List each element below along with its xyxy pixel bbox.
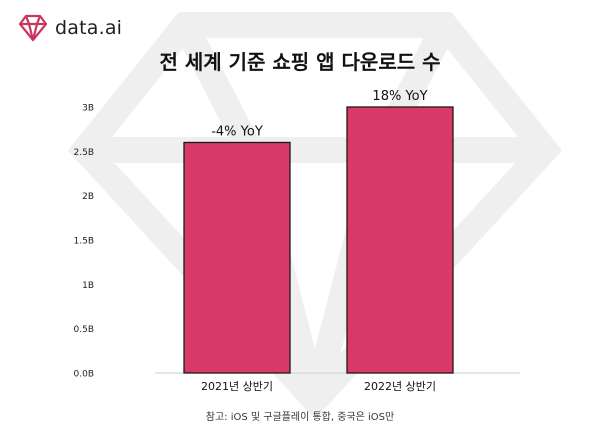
bar: [346, 106, 454, 374]
y-tick-label: 2B: [82, 192, 94, 202]
y-tick-label: 2.5B: [74, 148, 95, 158]
diamond-logo-icon: [18, 14, 48, 42]
y-tick-label: 0.0B: [74, 370, 95, 380]
data-label: 18% YoY: [372, 89, 427, 104]
chart-title: 전 세계 기준 쇼핑 앱 다운로드 수: [159, 50, 441, 74]
x-tick-label: 2021년 상반기: [201, 380, 273, 393]
brand-name: data.ai: [55, 17, 123, 39]
footnote: 참고: iOS 및 구글플레이 통합, 중국은 iOS만: [205, 412, 395, 423]
x-tick-label: 2022년 상반기: [364, 380, 436, 393]
y-tick-label: 1B: [82, 281, 94, 291]
y-tick-label: 3B: [82, 104, 94, 114]
y-tick-label: 0.5B: [74, 325, 95, 335]
data-label: -4% YoY: [211, 124, 263, 139]
bar: [183, 141, 291, 374]
brand: data.ai: [18, 14, 122, 42]
y-tick-label: 1.5B: [74, 237, 95, 247]
